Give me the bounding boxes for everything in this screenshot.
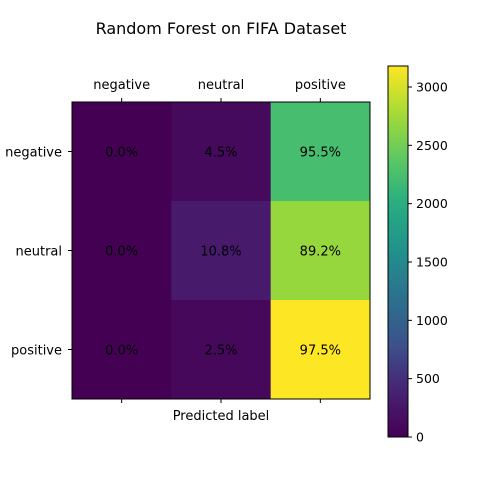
x-tick-label: negative — [93, 78, 150, 93]
x-tick-label: neutral — [198, 78, 245, 93]
heatmap-cell — [270, 102, 371, 202]
colorbar-tick-label: 0 — [416, 430, 424, 445]
cell-label: 89.2% — [300, 245, 341, 260]
colorbar-tick-label: 1500 — [416, 255, 448, 270]
y-tick-label: negative — [5, 146, 62, 161]
y-axis-ticks: negative neutral positive — [5, 146, 72, 359]
colorbar-tick-label: 2000 — [416, 196, 448, 211]
x-tick-label: positive — [295, 78, 346, 93]
colorbar: 0 500 1000 1500 2000 2500 3000 — [387, 65, 448, 445]
cell-label: 0.0% — [105, 146, 138, 161]
colorbar-tick-label: 2500 — [416, 138, 448, 153]
x-axis-ticks: negative neutral positive — [93, 78, 346, 403]
cell-label: 2.5% — [204, 344, 237, 359]
cell-label: 10.8% — [200, 245, 241, 260]
y-tick-label: positive — [11, 344, 62, 359]
chart-title: Random Forest on FIFA Dataset — [96, 19, 347, 38]
heatmap-cell — [72, 300, 172, 400]
heatmap-cells: 0.0% 4.5% 95.5% 0.0% 10.8% 89.2% 0.0% 2.5% 97.5% — [72, 102, 371, 400]
cell-label: 0.0% — [105, 344, 138, 359]
heatmap-cell — [270, 201, 371, 301]
y-tick-label: neutral — [16, 245, 63, 260]
heatmap-cell — [72, 201, 172, 301]
cell-label: 0.0% — [105, 245, 138, 260]
heatmap-cell — [171, 300, 272, 400]
colorbar-tick-label: 500 — [416, 371, 440, 386]
colorbar-tick-label: 3000 — [416, 80, 448, 95]
colorbar-tick-label: 1000 — [416, 313, 448, 328]
colorbar-gradient — [388, 66, 408, 437]
cell-label: 95.5% — [300, 146, 341, 161]
colorbar-frame — [387, 65, 409, 438]
cell-label: 4.5% — [204, 146, 237, 161]
cell-label: 97.5% — [300, 344, 341, 359]
heatmap-cell — [72, 102, 172, 202]
x-axis-label: Predicted label — [173, 409, 270, 424]
heatmap-cell — [270, 300, 371, 400]
heatmap-cell — [171, 102, 272, 202]
heatmap-cell — [171, 201, 272, 301]
